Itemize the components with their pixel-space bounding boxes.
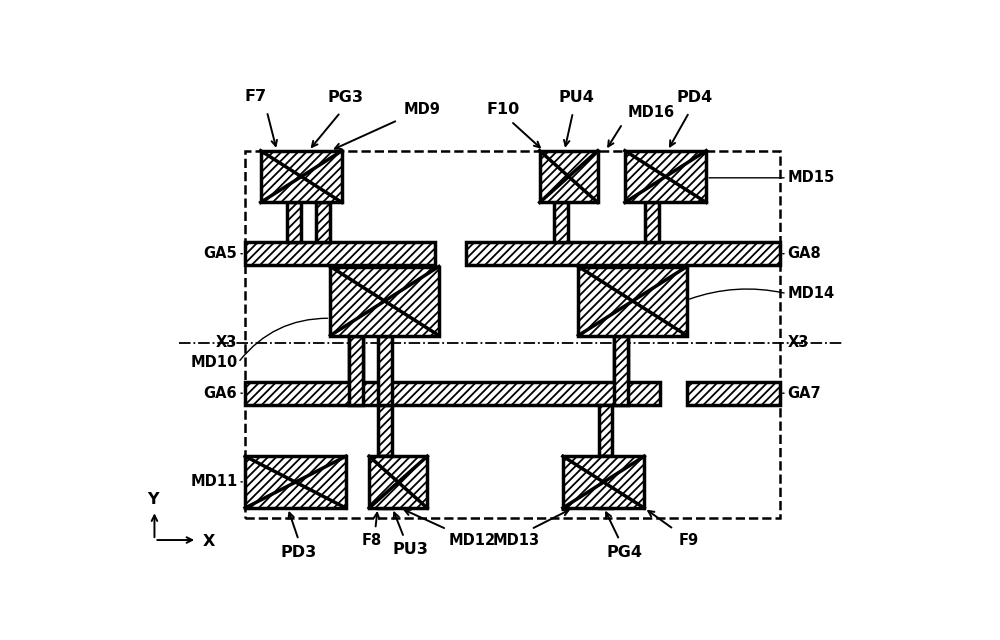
Bar — [645, 202, 659, 243]
Text: Y: Y — [147, 492, 159, 506]
Bar — [614, 335, 628, 404]
Text: PD3: PD3 — [280, 545, 317, 560]
Text: MD13: MD13 — [493, 532, 540, 548]
Bar — [245, 243, 435, 265]
Bar — [349, 335, 363, 404]
Bar — [540, 151, 598, 202]
Text: PU4: PU4 — [558, 90, 594, 106]
Bar — [378, 335, 392, 404]
Bar — [625, 151, 706, 202]
Bar — [378, 404, 392, 456]
Text: F8: F8 — [361, 532, 382, 548]
Bar — [287, 202, 301, 243]
Text: PD4: PD4 — [676, 90, 713, 106]
Text: GA7: GA7 — [788, 386, 821, 401]
Bar — [614, 266, 628, 382]
Text: GA5: GA5 — [204, 246, 237, 261]
Bar — [245, 456, 346, 508]
Bar — [316, 202, 330, 243]
Bar — [599, 456, 612, 508]
Text: MD14: MD14 — [788, 286, 835, 301]
Text: MD11: MD11 — [190, 474, 237, 490]
Text: X3: X3 — [216, 335, 237, 351]
Bar — [687, 382, 780, 404]
Bar — [330, 266, 439, 335]
Text: F9: F9 — [678, 532, 698, 548]
Text: F7: F7 — [244, 89, 266, 104]
Bar — [378, 456, 392, 508]
Bar — [245, 150, 780, 518]
Text: MD9: MD9 — [404, 102, 441, 117]
Bar — [563, 456, 644, 508]
Bar — [369, 456, 427, 508]
Text: GA8: GA8 — [788, 246, 821, 261]
Bar — [466, 243, 780, 265]
Text: X3: X3 — [788, 335, 809, 351]
Bar — [599, 404, 612, 456]
Bar — [349, 266, 363, 382]
Bar — [554, 202, 568, 243]
Text: PG3: PG3 — [328, 90, 364, 106]
Bar — [245, 382, 660, 404]
Text: MD16: MD16 — [627, 105, 674, 120]
Text: X: X — [202, 534, 215, 548]
Text: MD10: MD10 — [190, 355, 237, 370]
Bar — [261, 151, 342, 202]
Text: F10: F10 — [487, 102, 520, 117]
Text: GA6: GA6 — [204, 386, 237, 401]
Text: PU3: PU3 — [392, 543, 428, 557]
Text: PG4: PG4 — [607, 545, 643, 560]
Text: MD15: MD15 — [788, 170, 835, 186]
Text: MD12: MD12 — [449, 532, 496, 548]
Bar — [578, 266, 687, 335]
